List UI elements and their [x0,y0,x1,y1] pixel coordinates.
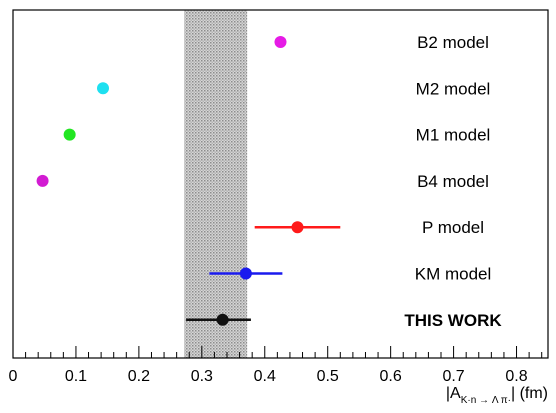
data-point [239,267,252,280]
model-label: P model [422,218,484,237]
x-tick-label: 0.2 [128,368,150,385]
data-point [216,313,229,326]
x-tick-label: 0.1 [65,368,87,385]
data-point [291,221,304,234]
data-point [97,82,110,95]
x-tick-label: 0.3 [191,368,213,385]
model-label: M2 model [416,79,491,98]
model-label: B4 model [417,172,489,191]
band-layer [184,10,248,358]
model-label: KM model [415,265,492,284]
label-layer: B2 model M2 model M1 model B4 model P model K… [404,33,502,330]
plot-frame [12,9,549,359]
result-band [184,10,248,358]
x-tick-label: 0.4 [254,368,276,385]
x-tick-label: 0.6 [380,368,402,385]
x-axis-title: |AK·n → Λ π·| (fm) [446,385,548,406]
x-tick-label: 0.8 [505,368,527,385]
model-label: THIS WORK [404,311,502,330]
data-point [63,128,76,141]
model-label: B2 model [417,33,489,52]
tick-layer: 0 0.1 0.2 0.3 0.4 0.5 0.6 0.7 0.8 [9,346,543,385]
x-tick-label: 0 [9,368,18,385]
x-tick-label: 0.5 [317,368,339,385]
data-point [36,174,49,187]
x-axis-title-suffix: | (fm) [511,385,548,402]
data-point [274,36,287,48]
x-tick-label: 0.7 [442,368,464,385]
model-label: M1 model [416,126,491,145]
point-layer [36,36,341,326]
x-axis-title-subscript: K·n → Λ π· [461,395,511,406]
axis-layer [12,9,549,359]
x-axis-title-prefix: |A [446,385,461,402]
